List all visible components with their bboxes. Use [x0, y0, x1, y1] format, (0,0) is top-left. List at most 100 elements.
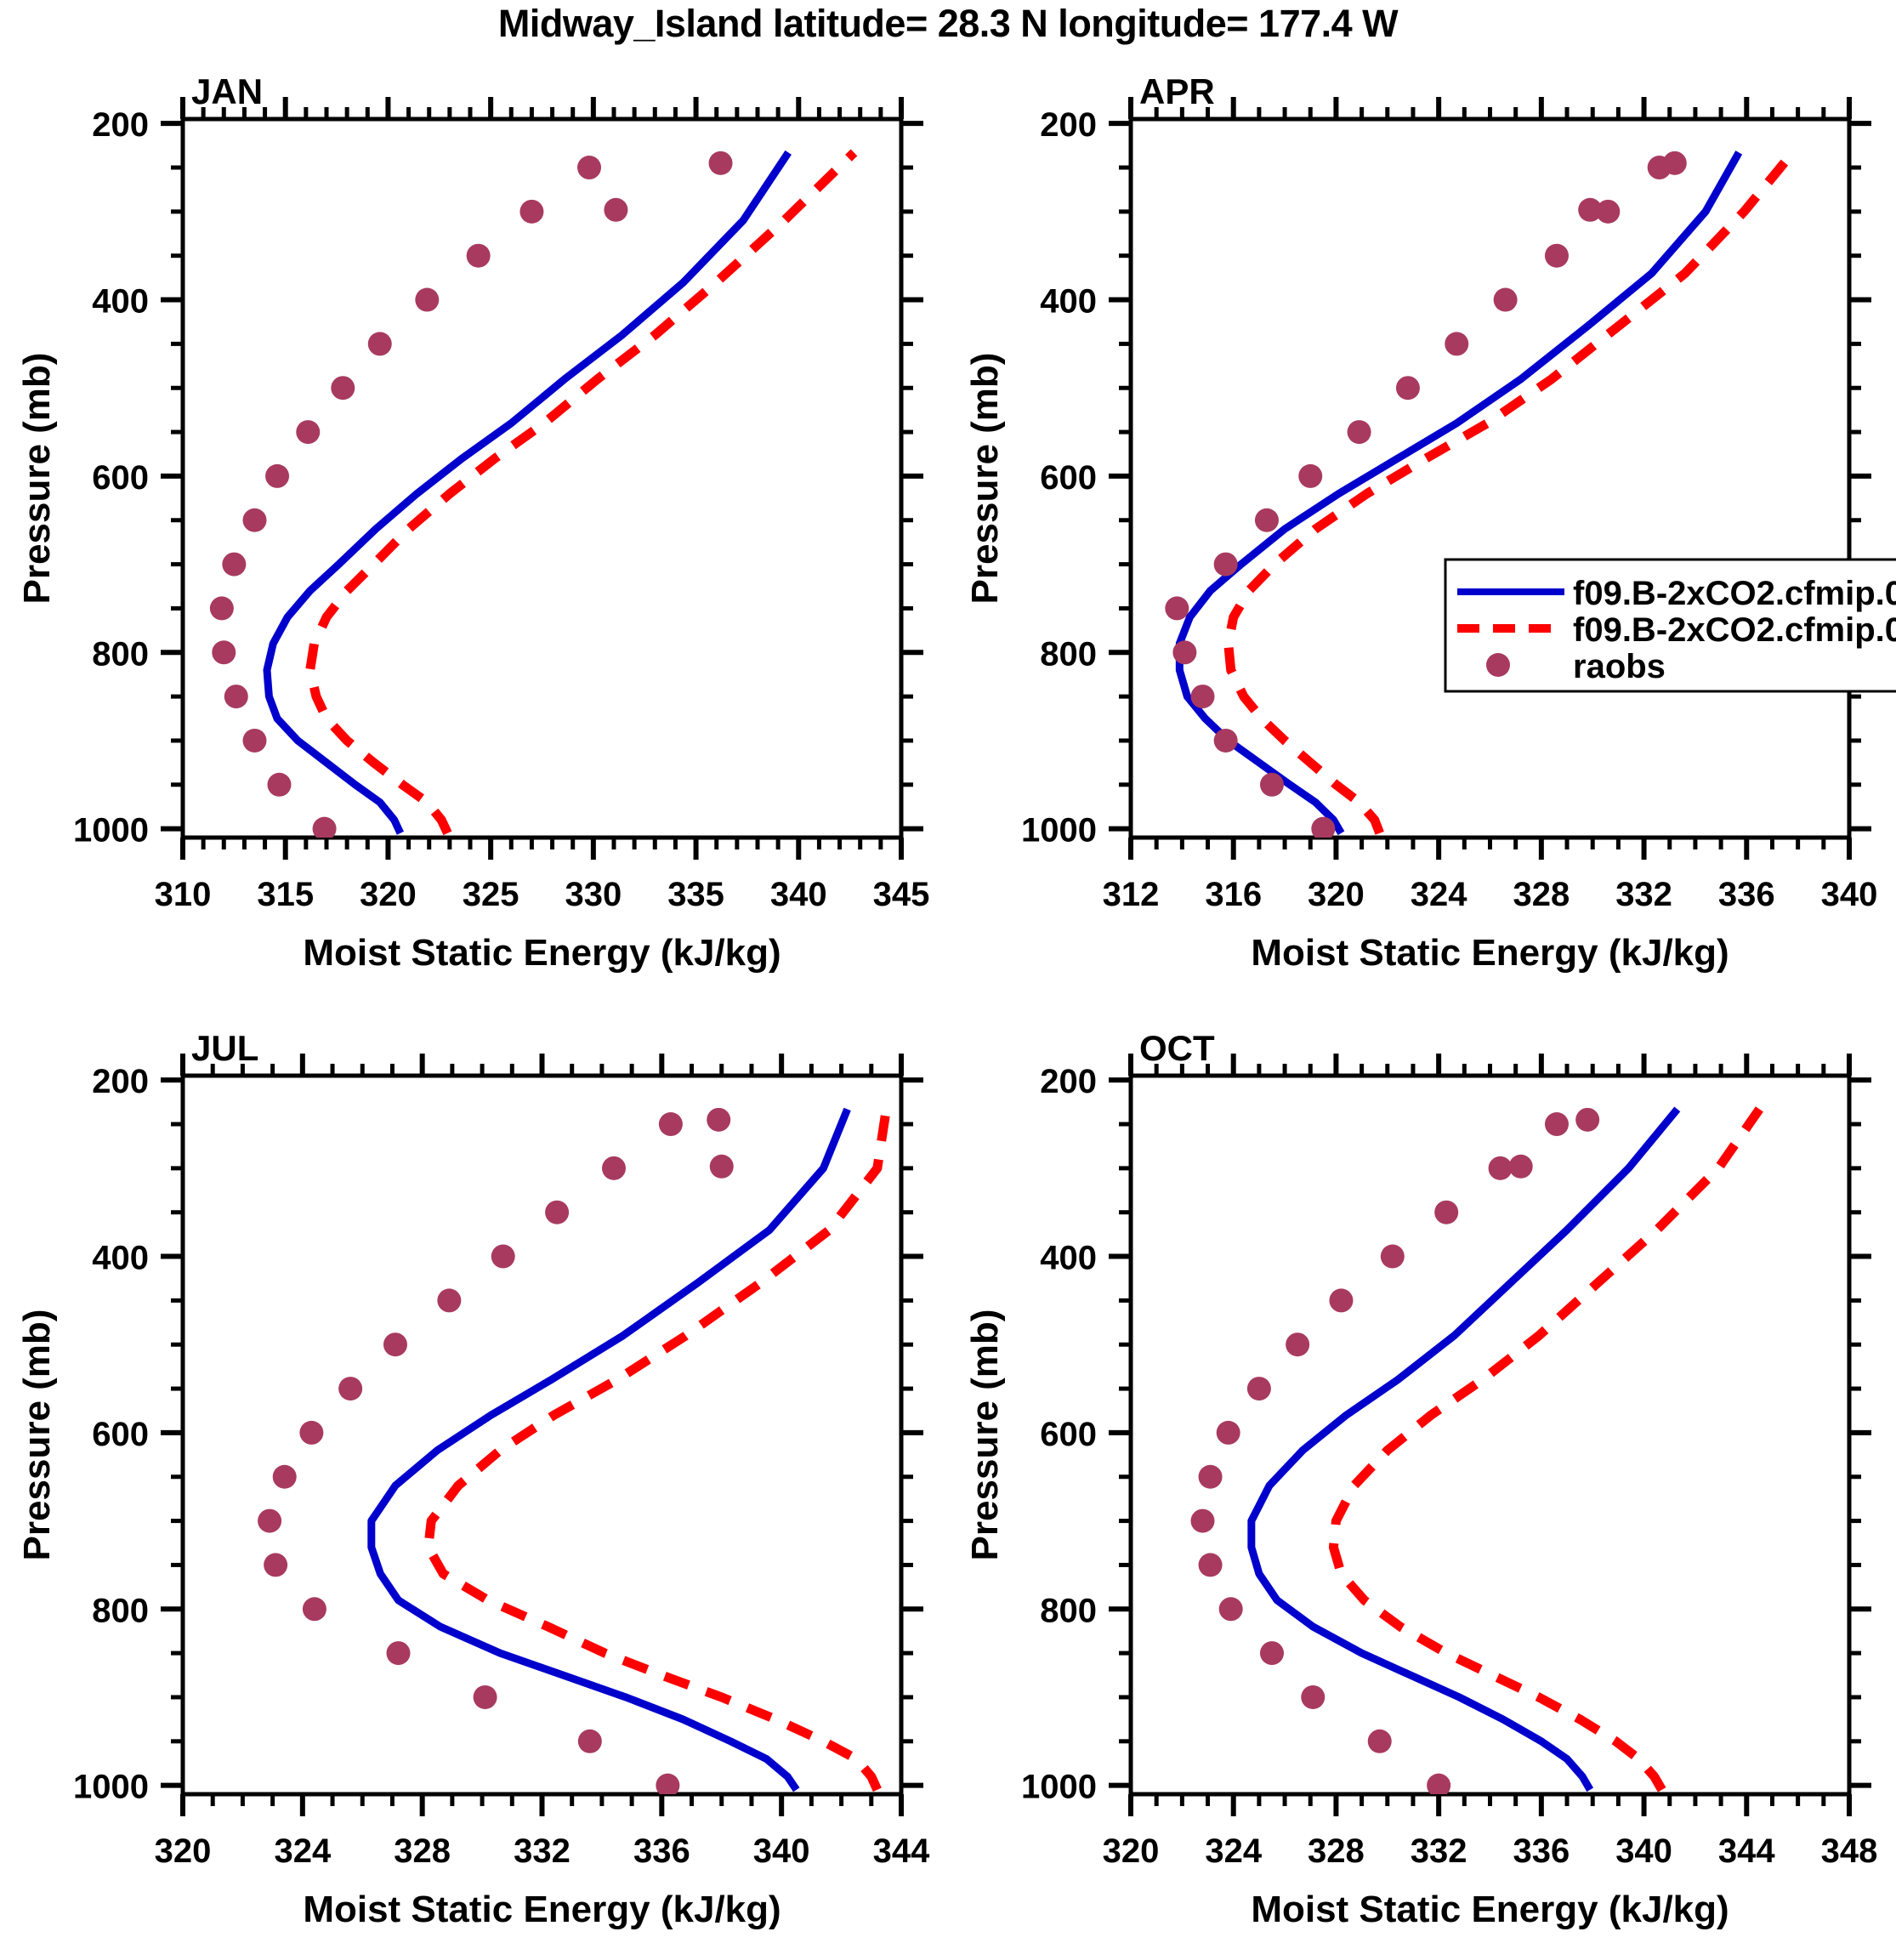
raobs-data-point: [1301, 1684, 1325, 1709]
raobs-data-point: [708, 151, 733, 175]
raobs-data-point: [1246, 1377, 1271, 1401]
raobs-data-point: [545, 1200, 570, 1224]
x-tick-label: 325: [463, 876, 519, 913]
legend: f09.B-2xCO2.cfmip.0f09.B-2xCO2.cfmip.0ra…: [1444, 558, 1896, 693]
raobs-data-point: [1329, 1288, 1354, 1313]
x-tick-label: 324: [1205, 1832, 1262, 1870]
raobs-data-point: [1259, 1641, 1284, 1666]
raobs-data-point: [264, 1553, 288, 1577]
raobs-data-point: [222, 552, 247, 577]
raobs-data-point: [658, 1112, 683, 1137]
raobs-data-point: [656, 1773, 680, 1794]
y-axis-title: Pressure (mb): [964, 1310, 1006, 1561]
raobs-data-point: [296, 420, 321, 445]
plot-oct: 320 324 328 332 336 340 344 348 200 400 600 800 1000…: [964, 1028, 1877, 1930]
x-axis-title: Moist Static Energy (kJ/kg): [1251, 932, 1729, 974]
raobs-data-point: [1347, 420, 1371, 445]
raobs-data-point: [267, 772, 292, 797]
model-curve-dashed: [305, 149, 858, 836]
y-tick-label: 400: [1040, 1240, 1097, 1277]
x-tick-label: 330: [565, 876, 622, 913]
y-tick-label: 400: [92, 283, 149, 321]
y-tick-label: 1000: [1021, 1769, 1097, 1806]
x-tick-label: 312: [1103, 876, 1160, 913]
x-tick-label: 324: [274, 1832, 331, 1870]
raobs-data-point: [386, 1641, 411, 1666]
raobs-data-point: [272, 1464, 297, 1489]
raobs-data-point: [1662, 151, 1687, 175]
raobs-data-point: [338, 1377, 363, 1401]
y-tick-label: 400: [92, 1240, 149, 1277]
raobs-data-point: [1493, 287, 1518, 312]
raobs-data-point: [258, 1508, 282, 1533]
panel-jan: 310 315 320 325 330 335 340 345 200 400 600 800 1000…: [0, 47, 948, 1003]
raobs-data-point: [242, 728, 267, 753]
panel-apr: 312 316 320 324 328 332 336 340 200 400 600 800 1000…: [948, 47, 1896, 1003]
y-tick-label: 800: [1040, 1592, 1097, 1629]
x-tick-label: 335: [667, 876, 724, 913]
legend-label: f09.B-2xCO2.cfmip.0: [1573, 575, 1896, 612]
raobs-data-point: [1259, 772, 1284, 797]
raobs-data-point: [1367, 1729, 1392, 1753]
raobs-data-point: [209, 596, 234, 621]
legend-label: f09.B-2xCO2.cfmip.0: [1573, 611, 1896, 649]
y-tick-label: 200: [92, 106, 149, 144]
x-tick-label: 320: [1308, 876, 1365, 913]
raobs-data-point: [1218, 1597, 1243, 1622]
x-axis-title: Moist Static Energy (kJ/kg): [1251, 1889, 1729, 1930]
plot-apr: 312 316 320 324 328 332 336 340 200 400 600 800 1000…: [964, 71, 1896, 974]
series-group: [209, 149, 858, 838]
y-tick-label: 400: [1040, 283, 1097, 321]
model-curve-solid: [1247, 1106, 1681, 1792]
raobs-data-point: [1198, 1464, 1223, 1489]
legend-label: raobs: [1573, 648, 1666, 685]
x-tick-label: 332: [1411, 1832, 1467, 1870]
raobs-data-point: [1286, 1332, 1310, 1357]
raobs-data-point: [707, 1107, 731, 1132]
y-tick-label: 600: [1040, 459, 1097, 497]
raobs-data-point: [1213, 552, 1238, 577]
raobs-data-point: [1508, 1154, 1533, 1179]
raobs-data-point: [331, 376, 355, 401]
y-tick-label: 800: [92, 1592, 149, 1629]
x-axis-title: Moist Static Energy (kJ/kg): [303, 932, 781, 974]
y-tick-label: 800: [92, 635, 149, 673]
raobs-data-point: [491, 1244, 515, 1269]
raobs-data-point: [1213, 728, 1238, 753]
figure-title: Midway_Island latitude= 28.3 N longitude…: [497, 2, 1399, 45]
raobs-data-point: [1216, 1420, 1240, 1445]
raobs-data-point: [1190, 685, 1215, 709]
y-tick-label: 1000: [73, 812, 149, 849]
raobs-data-point: [1427, 1773, 1451, 1794]
model-curve-dashed: [1223, 149, 1797, 835]
raobs-data-point: [1198, 1553, 1223, 1577]
x-tick-label: 332: [1615, 876, 1672, 913]
raobs-data-point: [1172, 640, 1197, 665]
raobs-data-point: [709, 1154, 734, 1179]
x-tick-label: 320: [360, 876, 417, 913]
x-tick-label: 336: [1513, 1832, 1570, 1870]
x-tick-label: 324: [1411, 876, 1467, 913]
x-tick-label: 328: [394, 1832, 451, 1870]
x-tick-label: 340: [753, 1832, 810, 1870]
x-tick-label: 336: [633, 1832, 690, 1870]
model-curve-dashed: [1328, 1106, 1763, 1792]
y-tick-label: 600: [92, 1416, 149, 1453]
y-tick-label: 1000: [73, 1769, 149, 1806]
raobs-data-point: [473, 1684, 497, 1709]
x-tick-label: 344: [873, 1832, 930, 1870]
x-tick-label: 340: [1821, 876, 1878, 913]
x-axis-title: Moist Static Energy (kJ/kg): [303, 1889, 781, 1930]
raobs-data-point: [1544, 243, 1569, 268]
raobs-data-point: [1488, 1156, 1513, 1180]
raobs-data-point: [437, 1288, 462, 1313]
model-curve-solid: [367, 1107, 851, 1792]
x-tick-label: 340: [770, 876, 827, 913]
raobs-data-point: [1311, 816, 1336, 838]
panel-label: JAN: [191, 71, 263, 111]
raobs-data-point: [312, 816, 337, 838]
x-tick-label: 344: [1718, 1832, 1775, 1870]
raobs-data-point: [1445, 332, 1469, 356]
raobs-data-point: [1434, 1200, 1459, 1224]
raobs-data-point: [1254, 508, 1279, 532]
